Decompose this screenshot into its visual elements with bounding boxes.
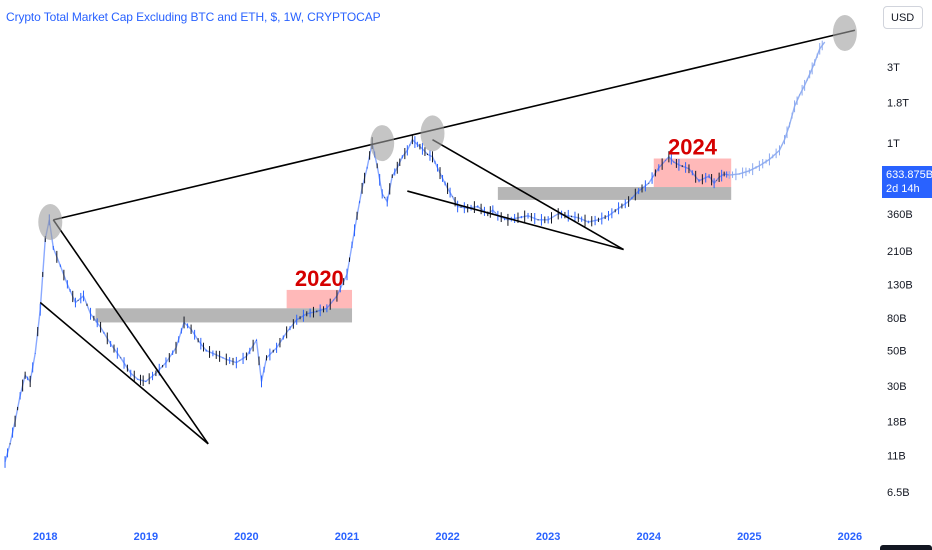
highlight-circle-3 — [832, 14, 857, 51]
trend-line-1 — [52, 219, 209, 445]
price-series-layer — [4, 40, 826, 468]
zone-0 — [286, 289, 353, 309]
zone-label-0: 2020 — [295, 266, 344, 291]
support-band-1 — [497, 187, 732, 200]
x-axis: 2018 2019 2020 2021 2022 2023 2024 2025 2026 — [33, 531, 862, 543]
bar-countdown: 2d 14h — [886, 183, 920, 195]
y-tick-11: 6.5B — [887, 487, 910, 499]
highlight-circles-layer — [38, 14, 857, 240]
last-price-tag: 633.875B 2d 14h — [882, 166, 932, 198]
y-tick-3: 360B — [887, 209, 913, 221]
trend-line-4 — [407, 190, 624, 251]
y-axis: 3T 1.8T 1T 360B 210B 130B 80B 50B 30B 18B 11B 6.5B — [887, 62, 913, 499]
y-tick-8: 30B — [887, 381, 907, 393]
x-tick-1: 2019 — [134, 531, 158, 543]
x-tick-0: 2018 — [33, 531, 57, 543]
y-tick-0: 3T — [887, 62, 900, 74]
x-tick-7: 2025 — [737, 531, 761, 543]
zone-labels-layer: 2020 2024 — [295, 135, 718, 291]
scroll-handle[interactable] — [880, 545, 932, 550]
highlight-circle-0 — [38, 203, 63, 240]
x-tick-4: 2022 — [435, 531, 459, 543]
x-tick-3: 2021 — [335, 531, 359, 543]
x-tick-5: 2023 — [536, 531, 560, 543]
x-tick-8: 2026 — [838, 531, 862, 543]
currency-selector[interactable]: USD — [883, 6, 923, 29]
y-tick-4: 210B — [887, 246, 913, 258]
zone-label-1: 2024 — [668, 135, 718, 160]
chart-title: Crypto Total Market Cap Excluding BTC an… — [6, 10, 381, 24]
trend-lines-layer — [39, 29, 856, 445]
y-tick-2: 1T — [887, 138, 900, 150]
y-tick-7: 50B — [887, 346, 907, 358]
last-price-value: 633.875B — [886, 169, 932, 181]
y-tick-5: 130B — [887, 279, 913, 291]
x-tick-2: 2020 — [234, 531, 258, 543]
y-tick-6: 80B — [887, 313, 907, 325]
trend-line-2 — [39, 301, 209, 445]
trend-line-3 — [432, 138, 624, 251]
y-tick-1: 1.8T — [887, 97, 909, 109]
y-tick-10: 11B — [887, 450, 906, 462]
y-tick-9: 18B — [887, 416, 907, 428]
trend-line-0 — [53, 29, 856, 221]
support-bands-layer — [95, 187, 732, 323]
x-tick-6: 2024 — [636, 531, 661, 543]
series-line-1 — [729, 41, 826, 176]
highlight-circle-2 — [420, 115, 445, 152]
support-band-0 — [95, 308, 353, 323]
highlight-circle-1 — [370, 125, 395, 162]
